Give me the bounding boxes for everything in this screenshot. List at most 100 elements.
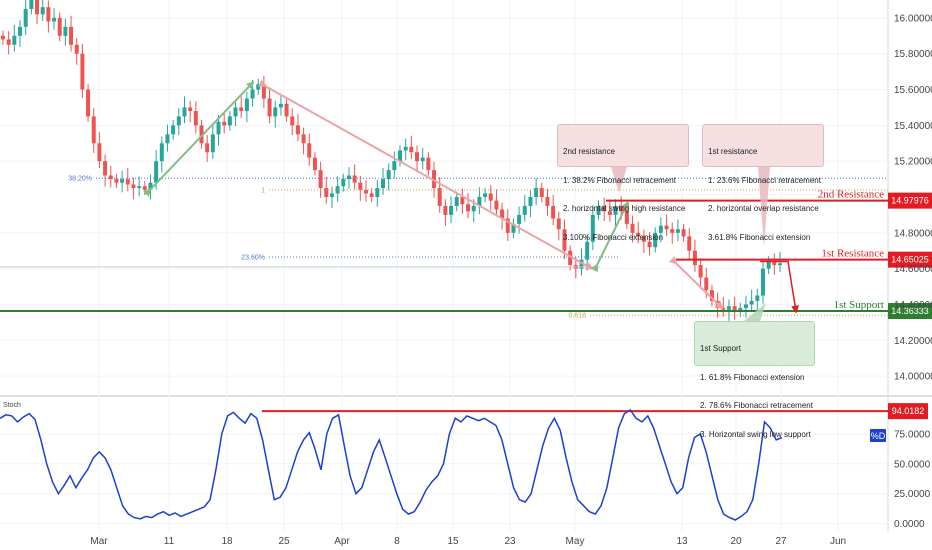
candle-body: [403, 146, 408, 151]
fib-label: 38.20%: [68, 176, 92, 183]
candle-body: [267, 98, 272, 117]
candle-body: [704, 277, 709, 291]
candle-body: [318, 170, 323, 189]
candle-body: [35, 0, 40, 15]
candle-body: [528, 197, 533, 206]
stoch-tick-label: 25.0000: [894, 489, 931, 500]
candle-body: [630, 223, 635, 233]
candle-body: [182, 107, 187, 117]
candle-body: [687, 236, 692, 251]
candle-body: [256, 84, 261, 90]
note-line: 2. horizontal overlap resistance: [708, 204, 819, 213]
candle-body: [517, 214, 522, 224]
candle-body: [766, 261, 771, 269]
date-tick-label: 18: [221, 536, 233, 547]
candle-body: [636, 232, 641, 237]
date-tick-label: 8: [394, 536, 400, 547]
date-tick-label: 13: [676, 536, 688, 547]
price-tick-label: 15.20000: [894, 157, 932, 168]
date-tick-label: Mar: [90, 536, 108, 547]
candle-body: [483, 193, 488, 197]
stoch-tick-label: 0.0000: [894, 519, 925, 530]
trend-arrow: [142, 80, 255, 197]
level-tag: [888, 251, 932, 268]
grid: [0, 0, 932, 532]
candle-body: [46, 7, 51, 22]
candle-body: [222, 121, 227, 126]
candle-body: [154, 161, 159, 183]
candle-body: [352, 175, 357, 183]
level-tag-text: 14.36333: [891, 306, 929, 316]
note-line: 3. Horizontal swing low support: [700, 429, 811, 439]
candle-body: [29, 0, 34, 9]
level-tag: [888, 303, 932, 320]
candle-body: [295, 125, 300, 135]
stoch-label: Stoch: [3, 402, 21, 409]
candle-body: [664, 225, 669, 230]
note-line: 2. 78.6% Fibonacci retracement: [700, 401, 813, 410]
candle-body: [176, 116, 181, 126]
note-first-support: 1st Support 1. 61.8% Fibonacci extension…: [694, 321, 815, 439]
candle-body: [551, 205, 556, 219]
candle-body: [437, 188, 442, 206]
candle-body: [380, 179, 385, 189]
candle-body: [193, 111, 198, 126]
stoch-line: [0, 408, 783, 521]
trend-arrow: [668, 256, 724, 310]
level-name: 1st Support: [834, 299, 884, 311]
candle-body: [545, 197, 550, 206]
candle-body: [250, 89, 255, 99]
price-tick-label: 16.00000: [894, 13, 932, 24]
candle-body: [329, 193, 334, 197]
date-tick-label: Jun: [830, 536, 846, 547]
candle-body: [698, 265, 703, 278]
candle-body: [363, 189, 368, 194]
candle-body: [670, 229, 675, 233]
candle-body: [233, 107, 238, 117]
candle-body: [335, 186, 340, 194]
note-line: 3.61.8% Fibonacci extension: [708, 232, 811, 242]
candle-body: [103, 161, 108, 176]
candle-body: [159, 143, 164, 162]
candle-body: [74, 44, 79, 54]
note-title: 1st resistance: [708, 147, 758, 156]
candle-body: [443, 205, 448, 215]
candle-body: [522, 205, 527, 215]
candle-body: [301, 134, 306, 144]
candle-body: [142, 186, 147, 190]
candle-body: [57, 17, 62, 36]
stoch-legend-text: %D: [871, 431, 886, 441]
candle-body: [52, 17, 57, 22]
date-tick-label: 20: [730, 536, 742, 547]
candle-body: [205, 143, 210, 153]
candle-body: [755, 295, 760, 301]
date-tick-label: May: [566, 536, 585, 547]
candle-body: [692, 250, 697, 266]
candle-body: [273, 107, 278, 117]
candle-body: [307, 143, 312, 158]
candle-body: [556, 218, 561, 230]
stoch-tick-label: 75.0000: [894, 429, 931, 440]
date-tick-label: 23: [504, 536, 516, 547]
candle-body: [18, 26, 23, 36]
trend-arrow: [257, 79, 594, 270]
candle-body: [137, 186, 142, 189]
projection-arrow: [760, 260, 800, 314]
candle-body: [1, 35, 5, 40]
note-title: 2nd resistance: [563, 147, 616, 156]
candle-body: [466, 204, 471, 212]
candle-body: [772, 261, 777, 266]
price-tick-label: 14.60000: [894, 264, 932, 275]
note-line: 1. 61.8% Fibonacci extension: [700, 372, 805, 382]
candle-body: [539, 188, 544, 197]
candle-body: [23, 8, 28, 27]
date-tick-label: 11: [164, 536, 175, 547]
candle-body: [409, 146, 414, 153]
level-tag-text: 14.97976: [891, 196, 929, 206]
candle-body: [341, 179, 346, 187]
candle-body: [358, 182, 363, 190]
candle-body: [114, 179, 119, 183]
date-tick-label: 15: [447, 536, 459, 547]
candle-body: [658, 225, 663, 233]
candle-body: [69, 26, 74, 45]
